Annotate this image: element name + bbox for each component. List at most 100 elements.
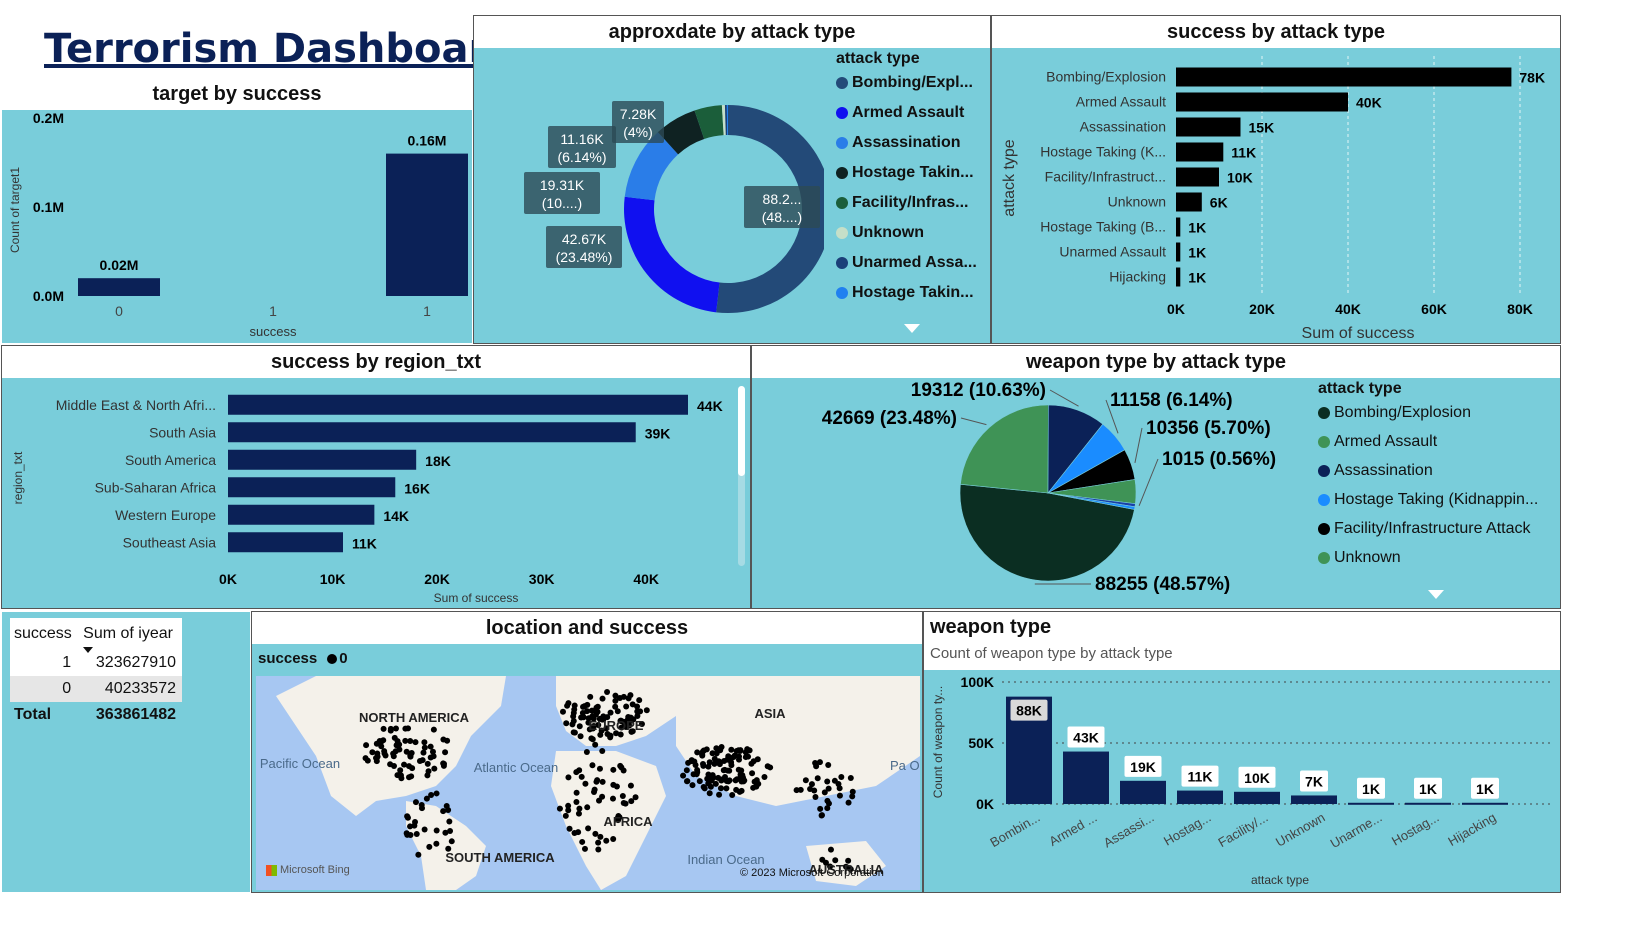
y-tick-label: Middle East & North Afri...: [56, 397, 216, 413]
map-point: [416, 757, 423, 764]
data-label: 1K: [1419, 781, 1437, 797]
map-point: [694, 749, 701, 756]
weapon-type-pie-panel[interactable]: weapon type by attack type 88255 (48.57%…: [751, 345, 1561, 609]
matrix-col-success[interactable]: success: [14, 625, 72, 642]
map-point: [577, 733, 584, 740]
approxdate-legend[interactable]: attack type Bombing/Expl... Armed Assault…: [836, 50, 988, 314]
legend-label: Assassination: [852, 134, 961, 151]
bar: [1176, 92, 1348, 112]
data-label: 78K: [1519, 70, 1545, 86]
legend-item[interactable]: Facility/Infrastructure Attack: [1318, 520, 1558, 538]
data-label: 1015 (0.56%): [1162, 449, 1276, 470]
map-point: [429, 748, 436, 755]
bar: [386, 153, 468, 296]
legend-scroll-down-icon[interactable]: [904, 324, 920, 333]
map-point: [610, 836, 617, 843]
success-by-region-panel[interactable]: success by region_txt 0K 10K 20K 30K 40K Midd…: [1, 345, 751, 609]
data-label-box: [548, 126, 616, 168]
donut-slice: [624, 196, 720, 313]
matrix-row: 0 40233572: [10, 676, 182, 702]
x-axis-title: Sum of success: [434, 591, 519, 605]
matrix-total-value: 363861482: [95, 706, 176, 723]
legend-item[interactable]: Bombing/Expl...: [836, 74, 988, 92]
map-point: [617, 762, 624, 769]
x-tick-label: 60K: [1421, 301, 1447, 317]
region-scrollbar-thumb[interactable]: [738, 386, 745, 476]
map-panel[interactable]: location and success success 0 NORTH AME…: [251, 611, 923, 893]
map-point: [812, 793, 819, 800]
map-point: [563, 720, 570, 727]
data-label: 1K: [1362, 781, 1380, 797]
map-point: [843, 863, 850, 870]
map-point: [617, 731, 624, 738]
legend-item[interactable]: Hostage Taking (Kidnappin...: [1318, 491, 1558, 509]
approxdate-donut-chart: 88.2... (48....) 42.67K (23.48%) 19.31K (10..…: [524, 101, 824, 313]
map-point: [824, 778, 831, 785]
legend-item[interactable]: Unarmed Assa...: [836, 254, 988, 272]
legend-item[interactable]: Assassination: [836, 134, 988, 152]
map-point: [589, 725, 596, 732]
x-tick-label: Bombin...: [987, 810, 1042, 850]
map-point: [814, 775, 821, 782]
target-by-success-chart: 0.0M 0.1M 0.2M 0.02M 0 1 0.16M 1 success Count of…: [8, 110, 468, 339]
pie-slice: [960, 404, 1049, 494]
legend-item[interactable]: Bombing/Explosion: [1318, 404, 1558, 422]
data-label-box: [546, 226, 622, 268]
map-point: [733, 786, 740, 793]
map-label-south-america: SOUTH AMERICA: [445, 850, 555, 865]
map-point: [423, 795, 430, 802]
map-point: [831, 777, 838, 784]
map-legend: success 0: [258, 650, 348, 667]
data-label-box: [1414, 777, 1442, 799]
legend-dot-icon: [836, 167, 848, 179]
data-label: 40K: [1356, 95, 1382, 111]
donut-slice: [716, 105, 824, 313]
dashboard-title: Terrorism Dashboard: [44, 26, 517, 72]
legend-item[interactable]: Hostage Takin...: [836, 284, 988, 302]
legend-dot-icon: [1318, 494, 1330, 506]
matrix-col-sum-iyear[interactable]: Sum of iyear: [79, 618, 182, 653]
map-point: [845, 857, 852, 864]
map-copyright: © 2023 Microsoft Corporation: [740, 867, 884, 879]
weapon-type-panel[interactable]: weapon type Count of weapon type by atta…: [923, 611, 1561, 893]
map-point: [748, 760, 755, 767]
region-scrollbar[interactable]: [738, 386, 745, 566]
target-by-success-panel[interactable]: target by success 0.0M 0.1M 0.2M 0.02M 0 1 0.1…: [2, 78, 472, 343]
map-point: [562, 812, 569, 819]
legend-item[interactable]: Armed Assault: [1318, 433, 1558, 451]
sort-desc-icon[interactable]: [83, 647, 94, 653]
map-point: [374, 750, 381, 757]
legend-item[interactable]: Armed Assault: [836, 104, 988, 122]
legend-item[interactable]: Unknown: [1318, 549, 1558, 567]
weapon-pie-legend[interactable]: attack type Bombing/Explosion Armed Assau…: [1318, 380, 1558, 578]
map-point: [447, 827, 454, 834]
world-map[interactable]: NORTH AMERICA ASIA EUROPE AFRICA SOUTH AMERI…: [256, 676, 920, 890]
map-point: [421, 744, 428, 751]
y-tick-label: 0.1M: [33, 199, 64, 215]
data-label: 88255 (48.57%): [1095, 574, 1230, 595]
success-by-attack-type-panel[interactable]: success by attack type 0K 20K 40K 60K 80K Bom…: [991, 15, 1561, 344]
bar: [228, 504, 375, 525]
x-tick-label: 0: [115, 303, 123, 319]
legend-item[interactable]: Assassination: [1318, 462, 1558, 480]
y-axis-title: region_txt: [11, 451, 25, 504]
pie-legend-scroll-down-icon[interactable]: [1428, 590, 1444, 599]
map-point: [566, 825, 573, 832]
legend-item[interactable]: Unknown: [836, 224, 988, 242]
legend-label: Unknown: [852, 224, 924, 241]
matrix-panel: success Sum of iyear 1 323627910 0 40233…: [2, 612, 250, 892]
map-point: [603, 837, 610, 844]
legend-item[interactable]: Facility/Infras...: [836, 194, 988, 212]
map-point: [836, 792, 843, 799]
map-point: [597, 731, 604, 738]
map-point: [413, 830, 420, 837]
bar: [1234, 791, 1280, 804]
donut-slice: [694, 105, 724, 139]
y-tick-label: Facility/Infrastruct...: [1045, 169, 1166, 185]
legend-item[interactable]: Hostage Takin...: [836, 164, 988, 182]
approxdate-panel[interactable]: approxdate by attack type 88.2... (48....…: [473, 15, 991, 344]
map-point: [612, 697, 619, 704]
map-point: [849, 793, 856, 800]
map-point: [822, 859, 829, 866]
matrix-table[interactable]: success Sum of iyear 1 323627910 0 40233…: [10, 618, 182, 728]
